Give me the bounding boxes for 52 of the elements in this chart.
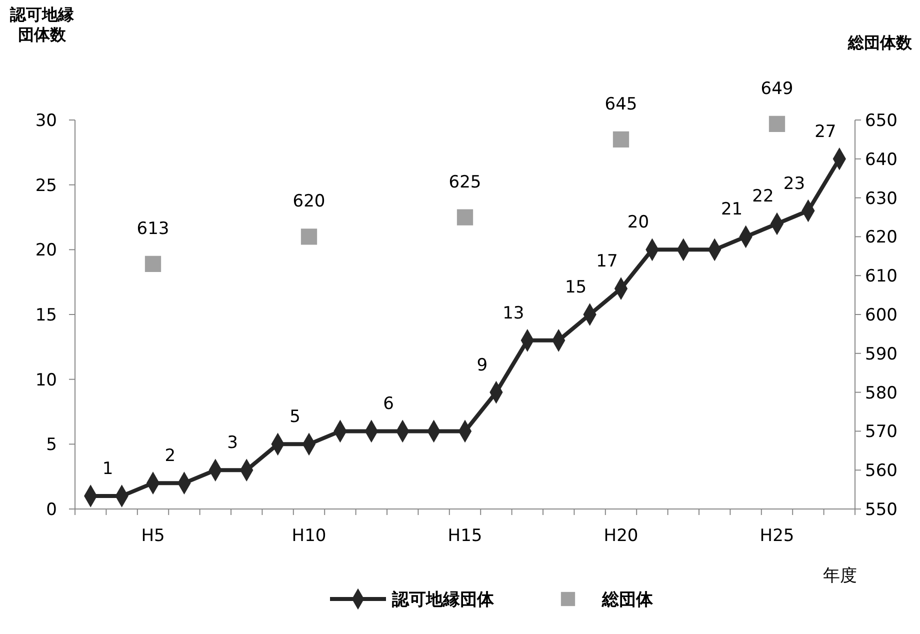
y2-tick-label: 600 (865, 306, 898, 326)
x-tick-label: H20 (604, 526, 638, 546)
point (612, 131, 630, 148)
data-label: 5 (290, 407, 300, 428)
x-tick-label: H25 (760, 526, 794, 546)
y-tick-label: 0 (46, 500, 57, 520)
data-label: 23 (783, 174, 806, 194)
x-tick-label: H10 (292, 526, 326, 546)
y-tick-label: 30 (35, 111, 57, 131)
y2-tick-label: 620 (865, 228, 898, 248)
y2-tick-label: 580 (865, 383, 898, 404)
data-label: 3 (227, 433, 238, 454)
data-label: 22 (752, 186, 774, 207)
y2-tick-label: 610 (865, 266, 898, 287)
data-label: 15 (564, 278, 587, 298)
y2-tick-label: 570 (865, 422, 898, 442)
x-tick-label: H5 (141, 526, 165, 546)
y2-tick-label: 650 (865, 111, 898, 131)
legend-label: 総団体 (601, 590, 654, 610)
y-tick-label: 5 (46, 435, 57, 456)
y2-tick-label: 590 (865, 344, 898, 364)
point (456, 209, 474, 226)
point (144, 256, 162, 272)
y-tick-label: 25 (35, 176, 57, 196)
y-tick-label: 15 (35, 306, 57, 326)
point (300, 228, 318, 245)
data-label: 13 (502, 303, 524, 324)
point (768, 116, 786, 132)
data-label: 649 (760, 78, 794, 99)
data-label: 21 (720, 200, 743, 220)
y2-tick-label: 560 (865, 461, 898, 482)
data-label: 625 (448, 172, 482, 192)
y-tick-label: 20 (35, 240, 57, 261)
data-label: 9 (476, 355, 488, 376)
x-tick-label: H15 (448, 526, 482, 546)
data-label: 17 (596, 252, 618, 272)
data-label: 20 (627, 212, 650, 233)
y-axis-title: 認可地縁団体数 (9, 5, 75, 44)
y2-tick-label: 550 (865, 500, 898, 520)
data-label: 613 (136, 218, 170, 239)
data-label: 1 (102, 459, 114, 480)
data-label: 645 (604, 94, 638, 114)
x-axis-title: 年度 (823, 566, 857, 586)
data-label: 6 (383, 394, 394, 414)
y2-tick-label: 640 (865, 150, 898, 170)
data-label: 27 (814, 122, 836, 142)
data-label: 2 (164, 446, 176, 466)
y2-axis-title: 総団体数 (847, 33, 913, 52)
legend-label: 認可地縁団体 (391, 590, 495, 610)
y2-tick-label: 630 (865, 188, 898, 209)
y-tick-label: 10 (35, 370, 57, 390)
data-label: 620 (292, 192, 326, 212)
